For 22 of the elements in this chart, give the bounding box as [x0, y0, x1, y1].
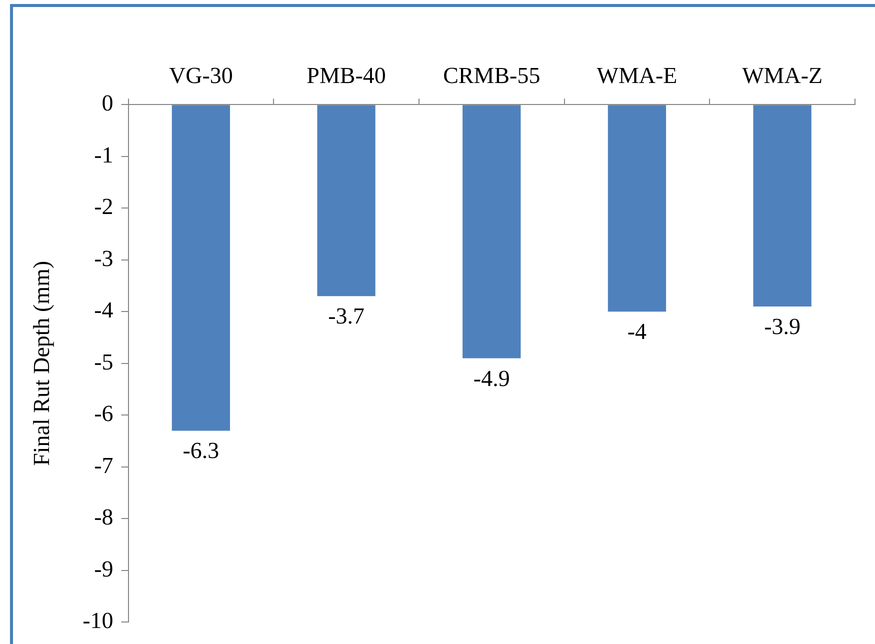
y-tick-label: -6: [94, 401, 114, 426]
y-tick-label: -9: [94, 556, 114, 582]
x-tick-label: WMA-E: [596, 62, 678, 88]
x-tick-label: CRMB-55: [443, 62, 540, 88]
y-tick-label: -10: [82, 608, 114, 634]
y-tick-label: -2: [94, 194, 114, 220]
data-label: -6.3: [182, 438, 220, 464]
y-tick-label: -5: [94, 349, 114, 374]
x-tick-label: PMB-40: [306, 62, 386, 88]
data-label: -3.9: [764, 314, 801, 340]
y-tick-label: 0: [102, 90, 114, 116]
y-tick-label: -4: [94, 298, 114, 323]
x-tick-label: WMA-Z: [742, 62, 823, 88]
y-axis-title: Final Rut Depth (mm): [28, 260, 54, 466]
y-tick-label: -8: [94, 504, 114, 530]
x-tick-label: VG-30: [168, 62, 233, 88]
data-label: -4.9: [473, 366, 510, 391]
data-label: -3.7: [328, 304, 364, 329]
y-tick-label: -1: [94, 142, 114, 168]
data-label: -4: [627, 319, 648, 344]
y-tick-label: -3: [94, 246, 114, 271]
y-tick-label: -7: [94, 452, 114, 478]
